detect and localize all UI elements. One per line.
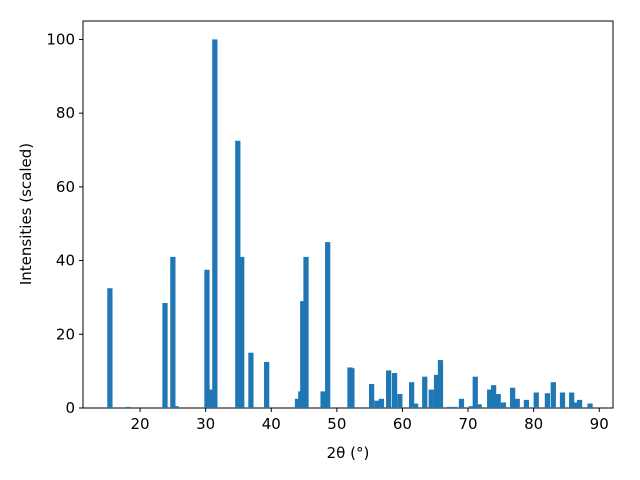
x-tick-label: 50 (327, 415, 346, 433)
x-tick-label: 60 (393, 415, 412, 433)
bar (325, 242, 331, 408)
bar (495, 393, 501, 408)
bar (422, 376, 428, 408)
bar (533, 392, 539, 408)
bar (264, 361, 270, 408)
bar (490, 385, 497, 408)
bar (572, 402, 579, 408)
bar (125, 406, 131, 408)
bar (378, 398, 385, 408)
y-tick-label: 80 (56, 104, 75, 122)
bar (569, 392, 575, 408)
bar (559, 392, 566, 408)
bar (447, 406, 453, 408)
bar (523, 399, 530, 408)
bar (409, 382, 415, 408)
bar (587, 403, 593, 408)
x-tick-label: 80 (524, 415, 543, 433)
bar (349, 368, 355, 408)
y-tick-label: 40 (56, 252, 75, 270)
bar (550, 382, 556, 408)
x-tick-label: 90 (590, 415, 609, 433)
bar (303, 256, 309, 408)
bar (204, 269, 210, 408)
bar (437, 360, 444, 408)
x-axis-label: 2θ (°) (327, 444, 370, 462)
bar (451, 406, 457, 408)
bar (212, 39, 218, 409)
x-tick-label: 70 (458, 415, 477, 433)
bar (500, 402, 507, 408)
bar (412, 403, 419, 408)
bar (170, 256, 176, 408)
bar (397, 393, 403, 408)
bar (476, 404, 482, 408)
bar (235, 140, 241, 409)
bar (294, 398, 301, 408)
bar (468, 406, 474, 408)
bar (248, 352, 254, 408)
bar (374, 400, 380, 408)
y-tick-label: 60 (56, 178, 75, 196)
y-axis-label: Intensities (scaled) (17, 143, 35, 285)
bar (386, 370, 392, 408)
bar (510, 387, 516, 408)
bar (514, 398, 520, 408)
bar (472, 376, 478, 408)
bar (391, 372, 398, 408)
y-tick-label: 0 (65, 399, 75, 417)
bar (576, 399, 583, 408)
bar (433, 374, 440, 408)
bar (487, 389, 493, 408)
bar (107, 288, 113, 408)
bar (458, 398, 465, 408)
y-tick-label: 20 (56, 325, 75, 343)
bar (300, 301, 306, 408)
bar (544, 393, 551, 408)
x-tick-label: 30 (196, 415, 215, 433)
bar (428, 389, 434, 408)
x-tick-label: 20 (131, 415, 150, 433)
bar (208, 389, 215, 408)
bar (239, 256, 245, 408)
bar (368, 384, 375, 408)
bar (320, 391, 326, 408)
bar (162, 302, 168, 408)
x-tick-label: 40 (262, 415, 281, 433)
bar (173, 406, 179, 408)
y-tick-label: 100 (46, 30, 75, 48)
